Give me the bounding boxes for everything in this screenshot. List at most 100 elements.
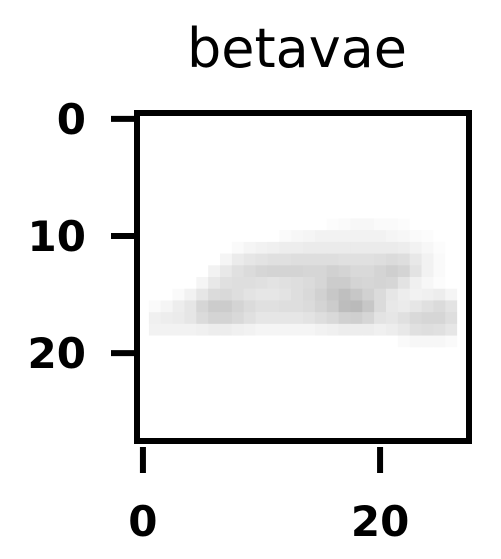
heatmap-cell [421,323,434,336]
heatmap-cell [267,382,280,395]
heatmap-cell [303,136,316,149]
heatmap-cell [433,230,446,243]
heatmap-cell [338,417,351,430]
heatmap-cell [172,405,185,418]
heatmap-cell [279,277,292,290]
heatmap-cell [160,394,173,407]
heatmap-cell [208,113,221,126]
heatmap-cell [350,300,363,313]
heatmap-cell [279,206,292,219]
heatmap-cell [314,124,328,137]
heatmap-cell [267,405,280,418]
heatmap-cell [255,241,268,254]
heatmap-cell [397,347,411,360]
heatmap-cell [386,288,399,301]
heatmap-cell [148,370,162,383]
y-tick-label: 10 [28,212,86,261]
heatmap-cell [137,195,150,208]
heatmap-cell [303,370,316,383]
heatmap-cell [196,359,209,372]
heatmap-cell [172,370,185,383]
heatmap-cell [148,159,162,172]
heatmap-cell [445,394,458,407]
heatmap-cell [208,405,221,418]
heatmap-cell [291,417,304,430]
heatmap-cell [409,148,422,161]
heatmap-cell [397,206,411,219]
heatmap-cell [350,113,363,126]
heatmap-cell [267,370,280,383]
heatmap-cell [362,253,375,266]
heatmap-cell [184,335,197,348]
heatmap-cell [350,253,363,266]
heatmap-cell [220,218,233,231]
heatmap-cell [386,124,399,137]
heatmap-cell [243,359,256,372]
heatmap-cell [220,230,233,243]
heatmap-cell [303,183,316,196]
heatmap-cell [421,113,434,126]
heatmap-cell [160,359,173,372]
heatmap-cell [421,312,434,325]
heatmap-cell [148,136,162,149]
heatmap-cell [409,195,422,208]
heatmap-cell [409,382,422,395]
heatmap-cell [255,382,268,395]
heatmap-cell [291,113,304,126]
heatmap-cell [243,206,256,219]
heatmap-cell [148,417,162,430]
heatmap-cell [172,241,185,254]
heatmap-cell [362,382,375,395]
heatmap-cell [433,277,446,290]
heatmap-cell [231,265,245,278]
chart-title: betavae [187,17,407,80]
heatmap-cell [374,405,387,418]
heatmap-cell [220,288,233,301]
heatmap-cell [220,124,233,137]
heatmap-cell [362,370,375,383]
heatmap-cell [137,394,150,407]
heatmap-cell [279,148,292,161]
heatmap-cell [208,347,221,360]
heatmap-cell [338,148,351,161]
heatmap-cell [303,347,316,360]
heatmap-cell [386,335,399,348]
heatmap-cell [338,359,351,372]
heatmap-cell [303,195,316,208]
heatmap-cell [445,323,458,336]
heatmap-cell [137,218,150,231]
heatmap-cell [433,148,446,161]
heatmap-cell [433,218,446,231]
heatmap-cell [374,417,387,430]
heatmap-cell [397,288,411,301]
heatmap-cell [397,195,411,208]
heatmap-cell [196,394,209,407]
heatmap-cell [433,171,446,184]
heatmap-cell [172,394,185,407]
heatmap-cell [160,241,173,254]
heatmap-cell [137,300,150,313]
heatmap-cell [231,159,245,172]
heatmap-cell [220,159,233,172]
heatmap-cell [267,253,280,266]
heatmap-cell [196,206,209,219]
heatmap-cell [196,218,209,231]
heatmap-cell [303,206,316,219]
heatmap-cell [433,370,446,383]
heatmap-cell [243,230,256,243]
heatmap-cell [220,148,233,161]
heatmap-cell [326,288,339,301]
heatmap-cell [208,359,221,372]
heatmap-cell [137,136,150,149]
heatmap-cell [409,312,422,325]
heatmap-cell [397,241,411,254]
heatmap-cell [137,370,150,383]
heatmap-cell [338,183,351,196]
heatmap-cell [184,159,197,172]
heatmap-cell [208,253,221,266]
heatmap-cell [421,230,434,243]
heatmap-cell [421,148,434,161]
heatmap-cell [148,323,162,336]
heatmap-cell [184,253,197,266]
heatmap-cell [374,300,387,313]
